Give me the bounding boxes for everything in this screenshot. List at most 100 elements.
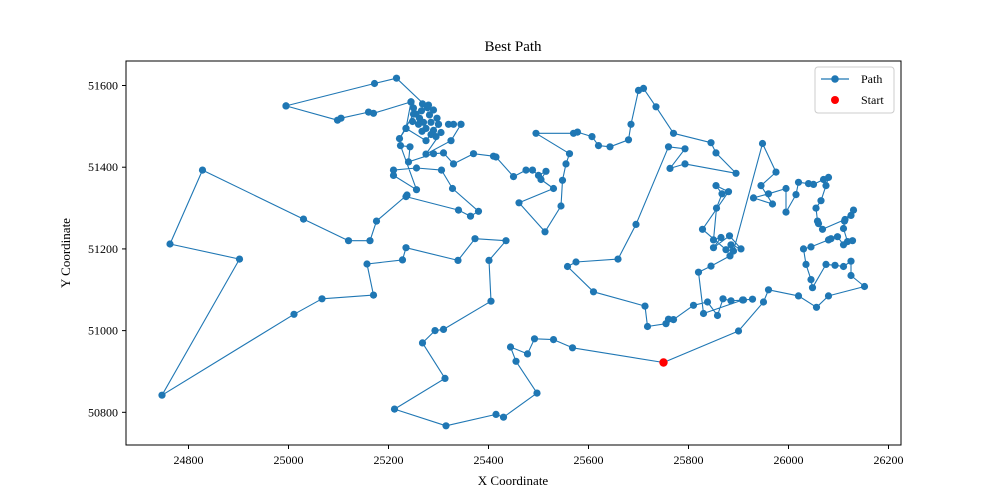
path-point <box>492 153 500 161</box>
path-point <box>652 103 660 111</box>
path-point <box>722 246 730 254</box>
path-point <box>606 143 614 151</box>
path-point <box>792 191 800 199</box>
path-point <box>412 186 421 194</box>
path-point <box>396 142 405 150</box>
path-point <box>522 166 530 174</box>
x-tick-label: 26200 <box>874 453 904 467</box>
path-point <box>533 389 541 397</box>
path-point <box>434 120 443 128</box>
legend-path-label: Path <box>861 72 882 86</box>
path-point <box>824 292 833 300</box>
path-point <box>422 150 430 158</box>
path-point <box>512 357 520 365</box>
path-point <box>812 303 821 311</box>
path-point <box>759 298 768 306</box>
path-point <box>389 166 398 174</box>
path-point <box>802 260 810 268</box>
path-point <box>369 109 378 117</box>
path-point <box>764 286 773 294</box>
path-point <box>418 127 426 135</box>
path-point <box>417 107 426 115</box>
path-point <box>727 241 735 249</box>
path-point <box>698 225 707 233</box>
path-point <box>794 178 803 186</box>
path-point <box>749 194 758 202</box>
y-tick-label: 51200 <box>88 242 118 256</box>
plot-area <box>158 74 869 430</box>
path-point <box>515 199 523 207</box>
path-point <box>506 343 515 351</box>
path-point <box>689 301 698 309</box>
path-point <box>439 325 448 333</box>
path-point <box>794 292 803 300</box>
path-point <box>639 84 648 92</box>
y-tick-label: 51400 <box>88 160 118 174</box>
path-point <box>423 104 432 112</box>
y-tick-label: 51600 <box>88 79 118 93</box>
path-point <box>807 276 815 284</box>
path-point <box>549 184 558 193</box>
x-tick-label: 25200 <box>374 453 404 467</box>
path-point <box>758 139 767 148</box>
path-point <box>549 336 558 344</box>
path-point <box>429 106 438 114</box>
path-point <box>427 118 435 126</box>
path-point <box>729 247 738 255</box>
x-tick-label: 25000 <box>274 453 304 467</box>
path-point <box>235 255 244 263</box>
path-point <box>469 150 478 158</box>
path-point <box>694 268 703 276</box>
y-axis-label: Y Coordinate <box>58 218 73 288</box>
path-point <box>782 208 790 216</box>
path-point <box>466 212 475 220</box>
path-point <box>502 237 510 245</box>
path-point <box>454 206 463 214</box>
path-point <box>664 143 673 151</box>
path-point <box>369 291 378 299</box>
y-axis: 50800 51000 51200 51400 51600 <box>88 79 126 419</box>
path-point <box>557 202 565 210</box>
path-point <box>748 295 757 303</box>
path-point <box>431 327 439 335</box>
path-point <box>812 204 820 212</box>
path-point <box>406 143 414 151</box>
path-point <box>198 166 207 174</box>
legend-start-marker <box>831 96 839 104</box>
path-point <box>847 257 855 265</box>
x-tick-label: 25600 <box>574 453 604 467</box>
path-point <box>370 79 379 88</box>
path-point <box>707 262 715 270</box>
path-point <box>712 182 720 190</box>
path-point <box>833 233 842 241</box>
path-point <box>414 120 423 128</box>
path-point <box>429 150 438 158</box>
path-point <box>457 120 465 128</box>
path-point <box>719 295 727 303</box>
path-point <box>523 350 532 358</box>
path-point <box>565 150 574 158</box>
path-point <box>418 339 427 347</box>
y-tick-label: 50800 <box>88 405 118 419</box>
path-point <box>860 282 869 291</box>
path-point <box>831 261 839 269</box>
path-point <box>409 104 418 112</box>
path-point <box>594 142 603 150</box>
path-point <box>814 220 823 228</box>
path-point <box>337 114 345 122</box>
path-point <box>449 120 458 128</box>
path-line-segment <box>285 77 428 108</box>
legend-start-label: Start <box>861 93 884 107</box>
path-point <box>395 135 404 143</box>
legend: Path Start <box>814 66 895 114</box>
legend-path-marker <box>831 75 839 83</box>
path-point <box>562 160 570 168</box>
path-point <box>588 133 596 141</box>
y-tick-label: 51000 <box>88 324 118 338</box>
path-point <box>407 98 415 106</box>
path-point <box>299 215 308 223</box>
path-point <box>839 241 848 249</box>
path-point <box>485 256 493 264</box>
